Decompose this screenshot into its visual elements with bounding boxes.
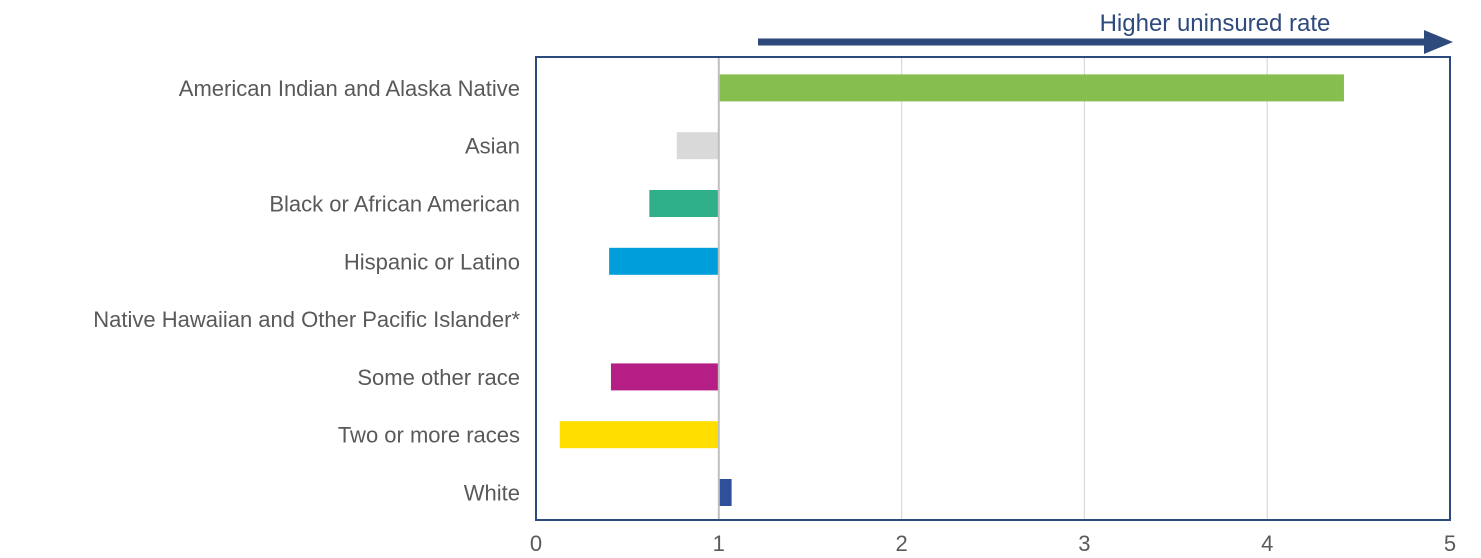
- category-labels: American Indian and Alaska Native Asian Bl…: [93, 76, 520, 506]
- bar: [676, 132, 719, 160]
- bar: [559, 421, 719, 449]
- annotation-text: Higher uninsured rate: [1100, 10, 1331, 37]
- category-label: Asian: [465, 134, 520, 159]
- category-label: Two or more races: [338, 423, 520, 448]
- plot-frame: [535, 56, 1451, 521]
- x-tick-label: 3: [1078, 531, 1090, 556]
- x-tick-label: 5: [1444, 531, 1456, 556]
- annotation: Higher uninsured rate: [758, 10, 1453, 54]
- bars-layer: [559, 74, 1344, 506]
- right-arrow-icon: [1424, 30, 1453, 54]
- x-tick-label: 4: [1261, 531, 1273, 556]
- x-tick-label: 0: [530, 531, 542, 556]
- category-label: American Indian and Alaska Native: [179, 76, 520, 101]
- x-tick-labels: 0 1 2 3 4 5: [530, 531, 1456, 556]
- category-label: White: [464, 481, 520, 506]
- x-tick-label: 2: [895, 531, 907, 556]
- bar: [718, 479, 732, 506]
- bar: [718, 74, 1344, 102]
- category-label: Native Hawaiian and Other Pacific Island…: [93, 307, 520, 332]
- x-tick-label: 1: [713, 531, 725, 556]
- bar: [610, 363, 719, 391]
- bar: [609, 247, 719, 275]
- category-label: Hispanic or Latino: [344, 249, 520, 274]
- category-label: Black or African American: [269, 192, 520, 217]
- category-label: Some other race: [357, 365, 520, 390]
- grid-layer: [900, 57, 1268, 520]
- bar: [649, 190, 719, 217]
